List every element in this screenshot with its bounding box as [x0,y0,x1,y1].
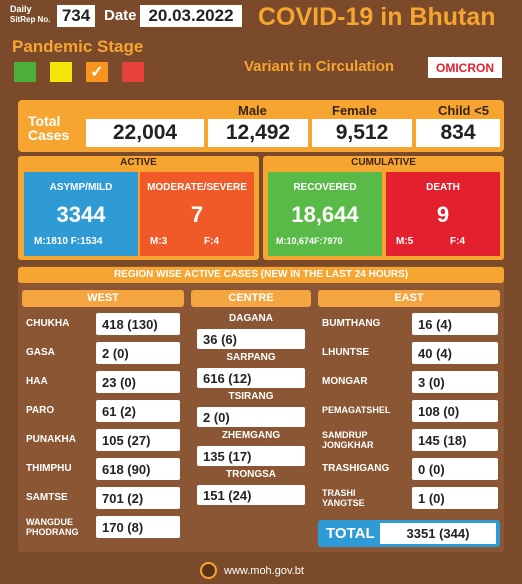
west-header: WEST [22,290,184,307]
region-value: 2 (0) [197,407,305,427]
region-name: CHUKHA [26,318,70,329]
region-name: SAMDRUP JONGKHAR [322,430,374,450]
region-value: 170 (8) [96,516,180,538]
region-name: SARPANG [226,352,276,363]
region-name: HAA [26,376,48,387]
daily-label: Daily [10,4,32,14]
variant-label: Variant in Circulation [244,58,395,75]
male-label: Male [238,103,267,118]
region-value: 135 (17) [197,446,305,466]
region-name: BUMTHANG [322,318,381,329]
total-cases-value: 22,004 [86,119,204,147]
moderate-card [140,172,254,256]
moderate-label: MODERATE/SEVERE [147,182,247,193]
region-value: 16 (4) [412,313,498,335]
death-f: F:4 [450,236,466,247]
stage-orange: ✓ [86,62,108,82]
female-label: Female [332,103,377,118]
region-title: REGION WISE ACTIVE CASES (NEW IN THE LAS… [18,267,504,283]
moh-seal-icon [200,562,217,579]
death-m: M:5 [396,236,414,247]
recovered-mf: M:10,674F:7970 [276,236,343,246]
pandemic-stage-label: Pandemic Stage [12,37,144,56]
sitrep-label: SitRep No. [10,15,51,24]
moderate-f: F:4 [204,236,220,247]
region-value: 105 (27) [96,429,180,451]
region-value: 23 (0) [96,371,180,393]
region-value: 618 (90) [96,458,180,480]
footer-url: www.moh.gov.bt [224,565,304,577]
stage-yellow [50,62,72,82]
region-value: 2 (0) [96,342,180,364]
page-title: COVID-19 in Bhutan [258,3,496,31]
region-name: SAMTSE [26,492,68,503]
asymp-mf: M:1810 F:1534 [34,236,103,247]
region-name: DAGANA [229,313,273,324]
region-name: THIMPHU [26,463,72,474]
child-label: Child <5 [438,103,489,118]
region-value: 701 (2) [96,487,180,509]
region-value: 0 (0) [412,458,498,480]
region-name: LHUNTSE [322,347,370,358]
region-name: TSIRANG [228,391,274,402]
region-name: PARO [26,405,55,416]
region-name: TRASHI YANGTSE [322,488,365,508]
sitrep-number: 734 [57,5,95,27]
total-label: TOTAL [326,525,375,542]
variant-badge: OMICRON [428,57,502,78]
recovered-value: 18,644 [291,202,359,227]
region-value: 1 (0) [412,487,498,509]
asymp-label: ASYMP/MILD [49,182,113,193]
region-value: 3 (0) [412,371,498,393]
moderate-m: M:3 [150,236,168,247]
asymp-card [24,172,138,256]
region-value: 145 (18) [412,429,498,451]
region-name: TRONGSA [226,469,276,480]
active-title: ACTIVE [120,157,157,168]
asymp-value: 3344 [56,202,106,227]
death-value: 9 [436,202,450,227]
region-value: 61 (2) [96,400,180,422]
centre-header: CENTRE [191,290,311,307]
death-label: DEATH [426,182,460,193]
region-value: 418 (130) [96,313,180,335]
total-cases-label: Total Cases [28,113,70,143]
region-name: PEMAGATSHEL [322,405,391,415]
death-card [386,172,500,256]
report-date: 20.03.2022 [140,5,242,27]
region-name: MONGAR [322,376,368,387]
recovered-card [268,172,382,256]
region-value: 616 (12) [197,368,305,388]
stage-green [14,62,36,82]
east-header: EAST [318,290,500,307]
region-name: WANGDUE PHODRANG [26,517,79,537]
recovered-label: RECOVERED [293,182,357,193]
stage-red [122,62,144,82]
moderate-value: 7 [190,202,204,227]
region-value: 36 (6) [197,329,305,349]
total-value: 3351 (344) [380,523,496,544]
region-name: TRASHIGANG [322,463,390,474]
cumulative-title: CUMULATIVE [351,157,416,168]
female-value: 9,512 [312,119,412,147]
male-value: 12,492 [208,119,308,147]
region-name: GASA [26,347,55,358]
date-label: Date [104,7,137,24]
region-value: 108 (0) [412,400,498,422]
region-value: 40 (4) [412,342,498,364]
region-name: PUNAKHA [26,434,76,445]
region-name: ZHEMGANG [221,430,281,441]
region-value: 151 (24) [197,485,305,505]
child-value: 834 [416,119,500,147]
